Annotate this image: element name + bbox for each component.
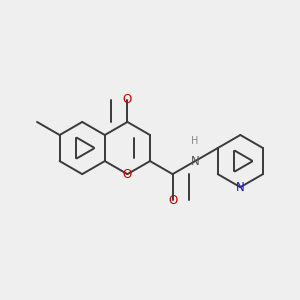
Text: O: O (123, 168, 132, 181)
Text: H: H (191, 136, 199, 146)
Text: O: O (168, 194, 177, 207)
Text: O: O (123, 93, 132, 106)
Text: N: N (191, 154, 200, 168)
Text: N: N (236, 181, 245, 194)
